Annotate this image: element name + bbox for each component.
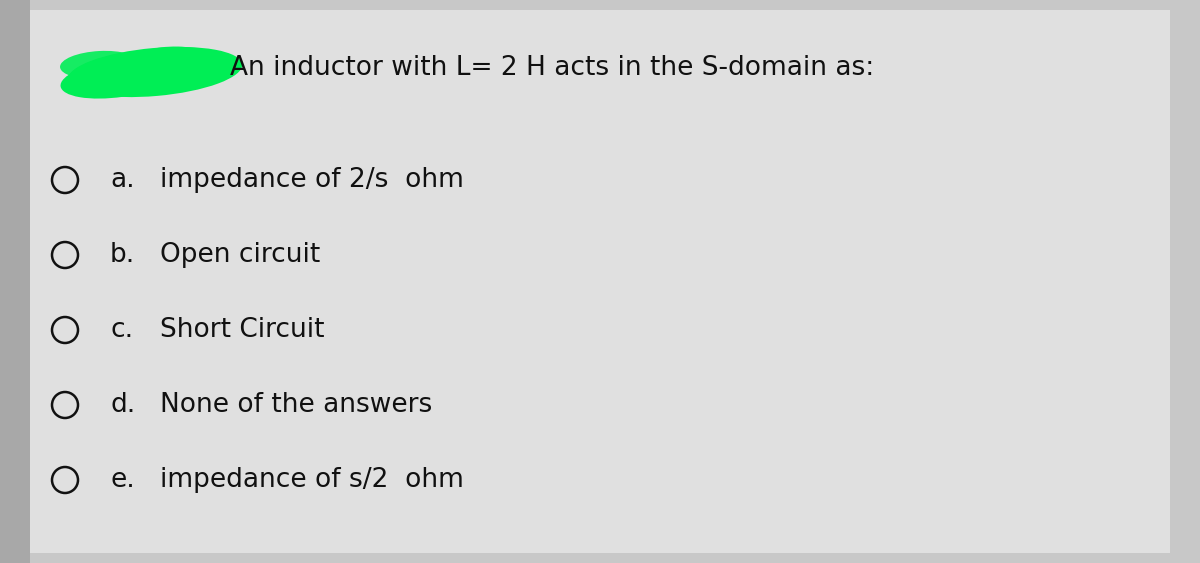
Bar	[0, 0, 30, 563]
Text: impedance of s/2  ohm: impedance of s/2 ohm	[160, 467, 464, 493]
Text: a.: a.	[110, 167, 134, 193]
Ellipse shape	[68, 47, 242, 97]
Text: e.: e.	[110, 467, 134, 493]
Text: Short Circuit: Short Circuit	[160, 317, 324, 343]
Text: b.: b.	[110, 242, 136, 268]
Ellipse shape	[60, 51, 140, 79]
Ellipse shape	[60, 57, 180, 99]
Text: c.: c.	[110, 317, 133, 343]
Text: Open circuit: Open circuit	[160, 242, 320, 268]
Text: None of the answers: None of the answers	[160, 392, 432, 418]
Text: An inductor with L= 2 H acts in the S-domain as:: An inductor with L= 2 H acts in the S-do…	[230, 55, 875, 81]
Text: d.: d.	[110, 392, 136, 418]
Text: impedance of 2/s  ohm: impedance of 2/s ohm	[160, 167, 464, 193]
Ellipse shape	[140, 47, 230, 78]
